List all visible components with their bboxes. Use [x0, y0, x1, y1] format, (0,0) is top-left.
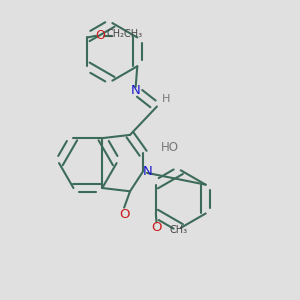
Text: CH₂CH₃: CH₂CH₃ — [106, 29, 142, 39]
Text: N: N — [143, 165, 153, 178]
Text: H: H — [162, 94, 170, 104]
Text: O: O — [119, 208, 129, 221]
Text: O: O — [151, 221, 162, 234]
Text: O: O — [95, 29, 105, 42]
Text: N: N — [131, 84, 140, 97]
Text: HO: HO — [161, 141, 179, 154]
Text: CH₃: CH₃ — [169, 225, 188, 235]
